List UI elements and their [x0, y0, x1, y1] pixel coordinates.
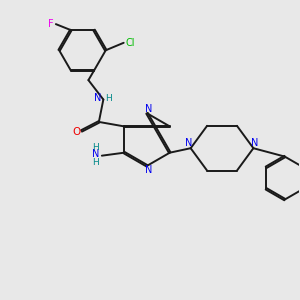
Text: H: H [92, 158, 99, 167]
Text: N: N [92, 149, 99, 159]
Text: F: F [48, 19, 53, 29]
Text: N: N [94, 93, 101, 103]
Text: N: N [185, 138, 193, 148]
Text: N: N [251, 138, 259, 148]
Text: N: N [145, 104, 152, 114]
Text: H: H [92, 143, 99, 152]
Text: H: H [105, 94, 112, 103]
Text: N: N [145, 165, 152, 175]
Text: O: O [72, 128, 80, 137]
Text: Cl: Cl [125, 38, 135, 48]
